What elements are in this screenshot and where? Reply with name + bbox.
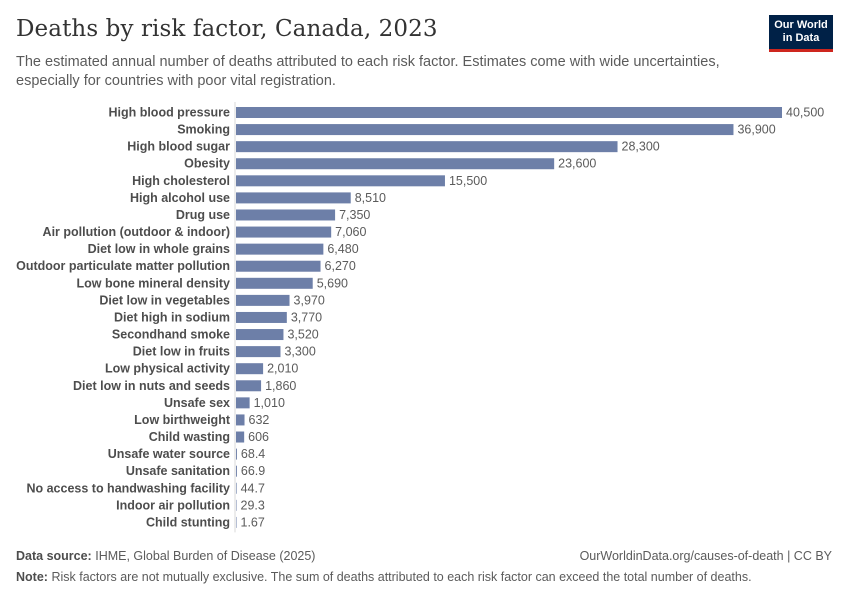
value-label-diet-low-in-nuts-and-seeds: 1,860 [265,379,296,393]
bar-secondhand-smoke[interactable] [236,329,284,341]
category-label-diet-low-in-fruits: Diet low in fruits [133,345,230,359]
category-label-no-access-to-handwashing-facility: No access to handwashing facility [26,481,230,495]
bar-diet-high-in-sodium[interactable] [236,311,287,323]
category-label-low-physical-activity: Low physical activity [105,362,230,376]
bar-outdoor-particulate-matter-pollution[interactable] [236,260,321,272]
bar-diet-low-in-whole-grains[interactable] [236,243,324,255]
value-label-low-birthweight: 632 [249,413,270,427]
bar-drug-use[interactable] [236,209,336,221]
category-label-unsafe-sex: Unsafe sex [164,396,230,410]
category-label-high-alcohol-use: High alcohol use [130,191,230,205]
bar-high-alcohol-use[interactable] [236,192,351,204]
bar-obesity[interactable] [236,158,555,170]
owid-logo[interactable]: Our World in Data [769,15,833,52]
bar-unsafe-sanitation[interactable] [236,465,237,477]
category-label-secondhand-smoke: Secondhand smoke [112,328,230,342]
bar-child-stunting[interactable] [236,516,237,528]
bar-low-physical-activity[interactable] [236,363,264,375]
category-label-outdoor-particulate-matter-pollution: Outdoor particulate matter pollution [16,259,230,273]
note-label: Note: [16,570,48,584]
bar-low-birthweight[interactable] [236,414,245,426]
footnote: Note: Risk factors are not mutually excl… [16,570,752,584]
category-label-smoking: Smoking [177,123,230,137]
bar-diet-low-in-fruits[interactable] [236,346,281,358]
bar-high-blood-sugar[interactable] [236,141,618,153]
value-label-indoor-air-pollution: 29.3 [241,498,265,512]
bar-high-cholesterol[interactable] [236,175,445,187]
value-label-smoking: 36,900 [737,123,775,137]
value-label-diet-low-in-vegetables: 3,970 [294,293,325,307]
bar-unsafe-water-source[interactable] [236,448,237,460]
bar-low-bone-mineral-density[interactable] [236,277,313,289]
bar-diet-low-in-vegetables[interactable] [236,294,290,306]
category-label-low-bone-mineral-density: Low bone mineral density [77,276,231,290]
chart-title: Deaths by risk factor, Canada, 2023 [16,16,438,42]
category-label-child-stunting: Child stunting [146,515,230,529]
category-label-diet-low-in-vegetables: Diet low in vegetables [99,293,230,307]
source-url[interactable]: OurWorldinData.org/causes-of-death | CC … [579,549,832,563]
bar-diet-low-in-nuts-and-seeds[interactable] [236,380,262,392]
category-label-low-birthweight: Low birthweight [134,413,231,427]
note-text: Risk factors are not mutually exclusive.… [51,570,752,584]
category-label-air-pollution-outdoor-indoor: Air pollution (outdoor & indoor) [43,225,230,239]
category-label-high-cholesterol: High cholesterol [132,174,230,188]
value-label-no-access-to-handwashing-facility: 44.7 [241,481,265,495]
value-label-child-wasting: 606 [248,430,269,444]
value-label-unsafe-sanitation: 66.9 [241,464,265,478]
category-label-high-blood-pressure: High blood pressure [108,106,230,120]
data-source: Data source: IHME, Global Burden of Dise… [16,549,315,563]
category-label-unsafe-water-source: Unsafe water source [108,447,230,461]
category-label-diet-low-in-whole-grains: Diet low in whole grains [88,242,230,256]
value-label-low-bone-mineral-density: 5,690 [317,276,348,290]
value-label-obesity: 23,600 [558,157,596,171]
category-label-child-wasting: Child wasting [149,430,230,444]
value-label-diet-high-in-sodium: 3,770 [291,310,322,324]
bar-chart: High blood pressure 40,500 Smoking 36,900 Hi… [16,102,824,533]
value-label-high-blood-sugar: 28,300 [622,140,660,154]
value-label-air-pollution-outdoor-indoor: 7,060 [335,225,366,239]
data-source-text[interactable]: IHME, Global Burden of Disease (2025) [95,549,316,563]
logo-line-2: in Data [782,32,820,44]
value-label-outdoor-particulate-matter-pollution: 6,270 [325,259,356,273]
category-label-diet-low-in-nuts-and-seeds: Diet low in nuts and seeds [73,379,230,393]
bar-indoor-air-pollution[interactable] [236,499,237,511]
bar-no-access-to-handwashing-facility[interactable] [236,482,237,494]
category-label-high-blood-sugar: High blood sugar [127,140,230,154]
value-label-unsafe-sex: 1,010 [254,396,285,410]
value-label-diet-low-in-whole-grains: 6,480 [327,242,358,256]
bar-unsafe-sex[interactable] [236,397,250,409]
value-label-child-stunting: 1.67 [241,515,265,529]
category-label-diet-high-in-sodium: Diet high in sodium [114,310,230,324]
value-label-diet-low-in-fruits: 3,300 [284,345,315,359]
value-label-high-blood-pressure: 40,500 [786,106,824,120]
value-label-drug-use: 7,350 [339,208,370,222]
chart-subtitle: The estimated annual number of deaths at… [16,54,720,89]
category-label-unsafe-sanitation: Unsafe sanitation [126,464,230,478]
bar-smoking[interactable] [236,124,734,136]
value-label-unsafe-water-source: 68.4 [241,447,265,461]
value-label-low-physical-activity: 2,010 [267,362,298,376]
bar-high-blood-pressure[interactable] [236,107,782,118]
value-label-secondhand-smoke: 3,520 [287,328,318,342]
logo-line-1: Our World [774,19,828,31]
category-label-indoor-air-pollution: Indoor air pollution [116,498,230,512]
bar-child-wasting[interactable] [236,431,245,443]
category-label-drug-use: Drug use [176,208,230,222]
value-label-high-cholesterol: 15,500 [449,174,487,188]
category-label-obesity: Obesity [184,157,230,171]
value-label-high-alcohol-use: 8,510 [355,191,386,205]
data-source-label: Data source: [16,549,92,563]
bar-air-pollution-outdoor-indoor[interactable] [236,226,332,238]
